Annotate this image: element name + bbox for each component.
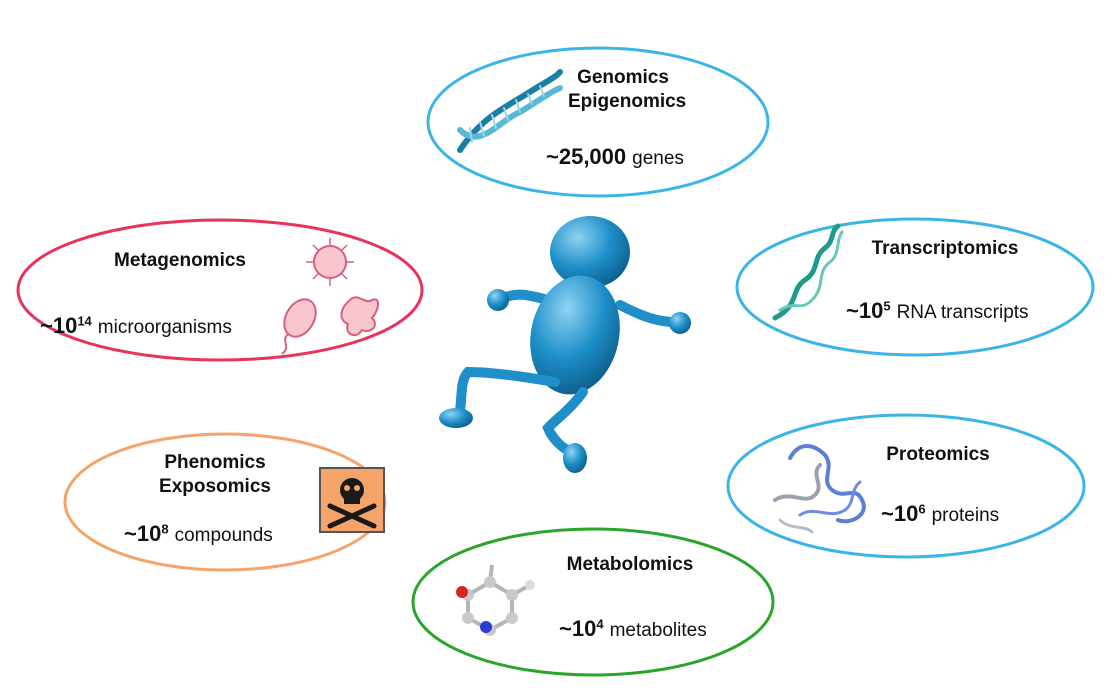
genomics-count: ~25,000 genes	[546, 144, 684, 169]
proteomics-ellipse	[726, 413, 1086, 559]
running-person	[439, 216, 691, 473]
phenomics-title: Phenomics Exposomics	[159, 452, 271, 497]
transcriptomics-title: Transcriptomics	[871, 238, 1019, 259]
proteomics-title: Proteomics	[886, 444, 990, 465]
dna-helix-icon	[457, 69, 563, 153]
metagenomics-title: Metagenomics	[114, 250, 246, 271]
genomics-title: Genomics Epigenomics	[568, 67, 687, 112]
metabolomics-title: Metabolomics	[566, 554, 694, 575]
rna-strand-icon	[772, 223, 844, 321]
toxic-hazard-icon	[319, 467, 385, 533]
transcriptomics-ellipse	[735, 217, 1095, 357]
phenomics-count: ~108 compounds	[124, 521, 273, 546]
molecule-icon	[456, 564, 535, 636]
genomics-ellipse	[426, 46, 770, 198]
metagenomics-ellipse	[16, 218, 424, 362]
metabolomics-ellipse	[411, 527, 775, 677]
metagenomics-count: ~1014 microorganisms	[40, 313, 232, 338]
protein-structure-icon	[773, 444, 866, 534]
transcriptomics-count: ~105 RNA transcripts	[846, 298, 1029, 323]
proteomics-count: ~106 proteins	[881, 501, 1000, 526]
metabolomics-count: ~104 metabolites	[559, 616, 707, 641]
microorganisms-icon	[281, 238, 379, 355]
